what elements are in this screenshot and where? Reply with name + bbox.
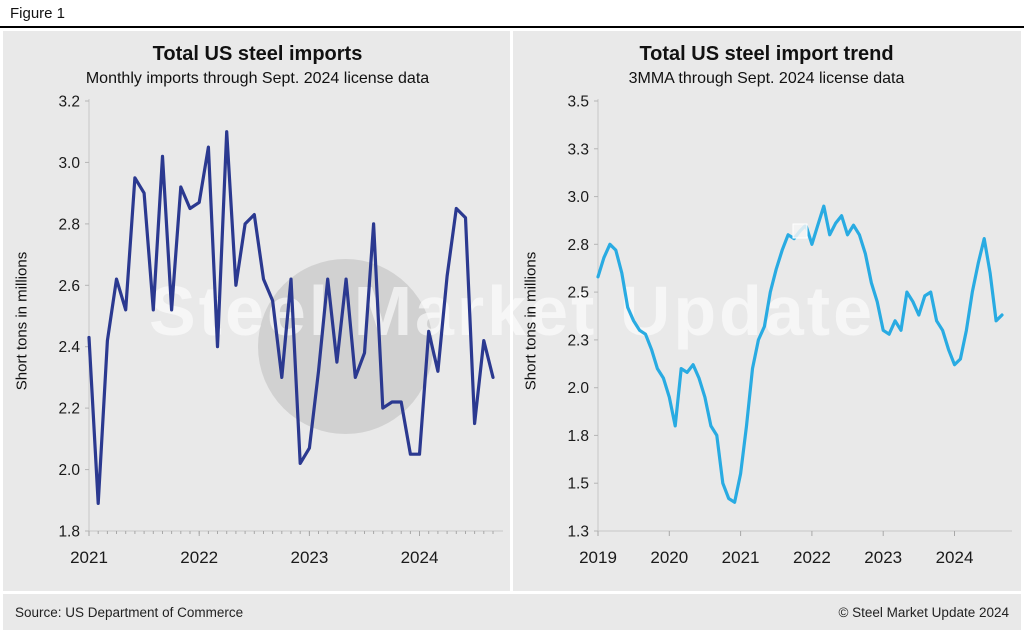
- svg-text:2022: 2022: [180, 548, 218, 567]
- svg-text:2.5: 2.5: [567, 285, 589, 302]
- svg-text:2.0: 2.0: [58, 462, 80, 479]
- svg-text:1.8: 1.8: [567, 428, 589, 445]
- svg-text:3.0: 3.0: [58, 155, 80, 172]
- chart-title-trend: Total US steel import trend: [639, 43, 894, 65]
- svg-text:2.3: 2.3: [567, 332, 589, 349]
- chart-body-monthly: Short tons in millions 1.8 2.0 2.2 2.4 2.6 2.…: [3, 91, 512, 591]
- svg-text:2021: 2021: [70, 548, 108, 567]
- svg-text:2.2: 2.2: [58, 401, 80, 418]
- svg-text:2.8: 2.8: [58, 216, 80, 233]
- import-trend-line-chart: 1.3 1.5 1.8 2.0 2.3 2.5 2.8 3.0 3.3 3.5 2019 2020 20…: [567, 94, 1012, 567]
- svg-text:2024: 2024: [401, 548, 439, 567]
- svg-text:3.3: 3.3: [567, 141, 589, 158]
- svg-text:1.3: 1.3: [567, 524, 589, 541]
- svg-text:2023: 2023: [290, 548, 328, 567]
- svg-text:3.5: 3.5: [567, 94, 589, 111]
- svg-text:2021: 2021: [722, 548, 760, 567]
- panel-divider: [510, 31, 513, 591]
- monthly-imports-line-chart: 1.8 2.0 2.2 2.4 2.6 2.8 3.0 3.2 2021 2022 2023 2024: [58, 94, 503, 567]
- figure-label: Figure 1: [10, 4, 66, 22]
- svg-text:1.8: 1.8: [58, 524, 80, 541]
- svg-text:2.4: 2.4: [58, 339, 80, 356]
- source-note: Source: US Department of Commerce: [15, 604, 244, 620]
- svg-text:2.0: 2.0: [567, 380, 589, 397]
- chart-panel-import-trend: Total US steel import trend 3MMA through…: [512, 31, 1021, 591]
- y-axis-title-trend: Short tons in millions: [522, 251, 540, 391]
- chart-subtitle-trend: 3MMA through Sept. 2024 license data: [628, 70, 905, 87]
- figure-header: Figure 1: [0, 0, 1024, 28]
- svg-text:3.0: 3.0: [567, 189, 589, 206]
- svg-text:2.8: 2.8: [567, 237, 589, 254]
- chart-panel-monthly-imports: Total US steel imports Monthly imports t…: [3, 31, 512, 591]
- chart-subtitle-monthly: Monthly imports through Sept. 2024 licen…: [85, 70, 430, 87]
- svg-text:2019: 2019: [579, 548, 617, 567]
- chart-panels: Total US steel imports Monthly imports t…: [3, 31, 1021, 591]
- copyright-note: © Steel Market Update 2024: [838, 604, 1009, 620]
- footer-divider: [3, 591, 1021, 594]
- svg-text:2024: 2024: [936, 548, 974, 567]
- chart-title-monthly: Total US steel imports: [152, 43, 363, 65]
- chart-body-trend: Short tons in millions 1.3 1.5 1.8 2.0 2.3 2.…: [512, 91, 1021, 591]
- svg-text:2020: 2020: [650, 548, 688, 567]
- svg-text:3.2: 3.2: [58, 94, 80, 111]
- figure-footer: Source: US Department of Commerce © Stee…: [3, 594, 1021, 630]
- svg-text:2.6: 2.6: [58, 278, 80, 295]
- svg-text:1.5: 1.5: [567, 476, 589, 493]
- svg-text:2022: 2022: [793, 548, 831, 567]
- figure-body: Steel Market Update Total US steel impor…: [0, 28, 1024, 633]
- svg-text:2023: 2023: [864, 548, 902, 567]
- y-axis-title-monthly: Short tons in millions: [13, 251, 31, 391]
